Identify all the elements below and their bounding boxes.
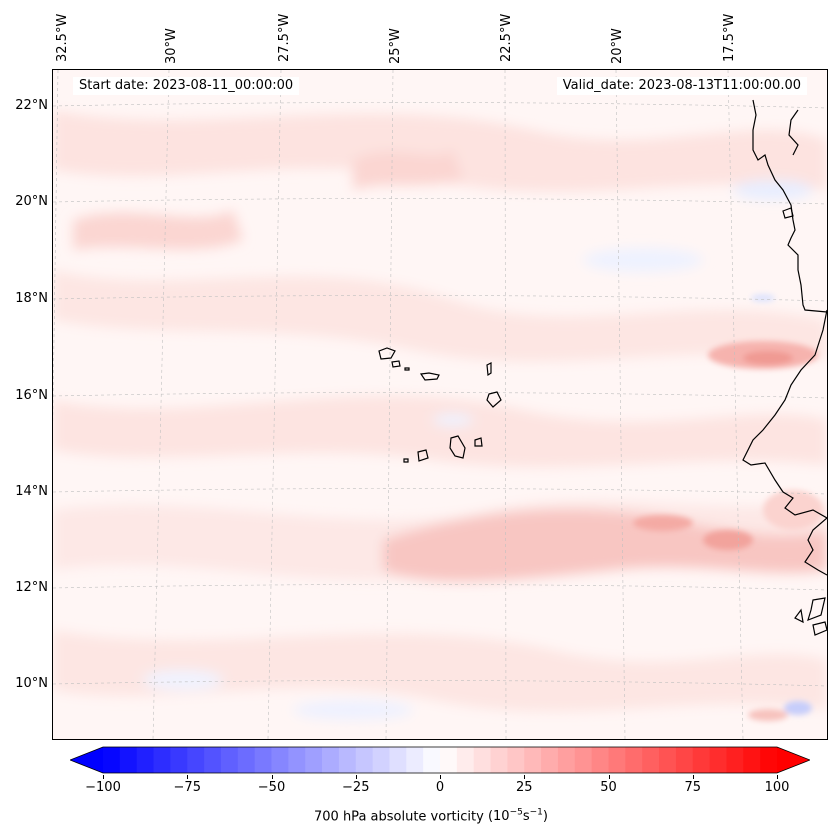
graticule: [53, 70, 827, 739]
colorbar-cell: [608, 747, 626, 773]
colorbar-cell: [271, 747, 289, 773]
colorbar-outline: [70, 746, 810, 774]
colorbar-cell: [389, 747, 407, 773]
colorbar-cell: [574, 747, 593, 773]
colorbar-tick-label: 0: [435, 780, 445, 795]
lat-label: 20°N: [15, 194, 48, 209]
colorbar-cell: [675, 747, 694, 773]
colorbar-tick-label: 50: [600, 780, 617, 795]
colorbar-cell: [524, 747, 542, 773]
start-date-label: Start date: 2023-08-11_00:00:00: [73, 77, 300, 95]
lon-label: 30°W: [164, 28, 179, 64]
vorticity-field: [53, 70, 827, 739]
map-panel: Start date: 2023-08-11_00:00:00 Valid_da…: [52, 69, 828, 740]
colorbar: [70, 746, 810, 774]
colorbar-cell: [490, 747, 508, 773]
colorbar-cell: [557, 747, 576, 773]
coastlines: [378, 99, 827, 636]
colorbar-tick: [608, 775, 610, 779]
colorbar-tick-label: 25: [515, 780, 533, 795]
lon-label: 22.5°W: [499, 13, 514, 62]
colorbar-label: 700 hPa absolute vorticity (10−5s−1): [314, 808, 548, 824]
colorbar-tick: [271, 775, 273, 779]
variable-name: 700 hPa absolute vorticity: [314, 809, 484, 825]
lon-label: 25°W: [388, 28, 403, 64]
colorbar-cell: [119, 747, 138, 773]
colorbar-tick: [440, 775, 441, 779]
lon-label: 27.5°W: [277, 13, 292, 62]
colorbar-cell: [372, 747, 391, 773]
lat-label: 22°N: [15, 98, 48, 113]
colorbar-tick: [524, 775, 526, 779]
colorbar-cell: [406, 747, 424, 773]
colorbar-tick: [355, 775, 357, 779]
lat-label: 14°N: [15, 484, 48, 499]
lat-label: 12°N: [15, 580, 48, 595]
lat-label: 10°N: [15, 676, 48, 691]
colorbar-cell: [507, 747, 525, 773]
lon-label: 17.5°W: [722, 13, 737, 62]
colorbar-cell: [473, 747, 492, 773]
colorbar-cell: [659, 747, 677, 773]
lat-label: 18°N: [15, 291, 48, 306]
colorbar-tick: [777, 775, 778, 779]
africa-coastline: [742, 309, 827, 519]
valid-date-label: Valid_date: 2023-08-13T11:00:00.00: [556, 77, 807, 95]
colorbar-cell: [726, 747, 744, 773]
colorbar-cell: [625, 747, 643, 773]
colorbar-tick-label: −100: [85, 780, 121, 795]
colorbar-cell: [136, 747, 155, 773]
colorbar-cell: [187, 747, 205, 773]
colorbar-cell: [440, 747, 458, 773]
colorbar-cell: [254, 747, 273, 773]
colorbar-cell: [237, 747, 256, 773]
colorbar-max-extend: [777, 747, 810, 773]
colorbar-cell: [709, 747, 728, 773]
colorbar-cell: [743, 747, 761, 773]
lon-label: 20°W: [610, 28, 625, 64]
units: (10−5s−1): [487, 808, 548, 825]
colorbar-cell: [204, 747, 222, 773]
colorbar-tick-label: −75: [173, 780, 201, 795]
colorbar-tick-label: −25: [342, 780, 370, 795]
colorbar-cell: [760, 747, 778, 773]
cape-verde-islands: [378, 347, 396, 360]
colorbar-min-extend: [70, 747, 103, 773]
colorbar-tick: [187, 775, 189, 779]
colorbar-cell: [288, 747, 306, 773]
colorbar-cell: [305, 747, 323, 773]
colorbar-cell: [355, 747, 374, 773]
colorbar-cell: [322, 747, 340, 773]
colorbar-cell: [153, 747, 171, 773]
colorbar-cell: [423, 747, 441, 773]
colorbar-cell: [456, 747, 475, 773]
vorticity-shading: [53, 110, 827, 720]
colorbar-cell: [541, 747, 559, 773]
colorbar-cell: [642, 747, 660, 773]
colorbar-cell: [692, 747, 711, 773]
colorbar-cell: [591, 747, 610, 773]
lat-label: 16°N: [15, 388, 48, 403]
colorbar-tick: [692, 775, 694, 779]
colorbar-tick: [103, 775, 104, 779]
colorbar-tick-label: 100: [764, 780, 790, 795]
colorbar-cell: [338, 747, 357, 773]
colorbar-cell: [170, 747, 188, 773]
colorbar-tick-label: 75: [684, 780, 702, 795]
colorbar-cell: [103, 747, 121, 773]
colorbar-tick-label: −50: [257, 780, 286, 795]
colorbar-cell: [220, 747, 239, 773]
lon-label: 32.5°W: [55, 13, 70, 62]
